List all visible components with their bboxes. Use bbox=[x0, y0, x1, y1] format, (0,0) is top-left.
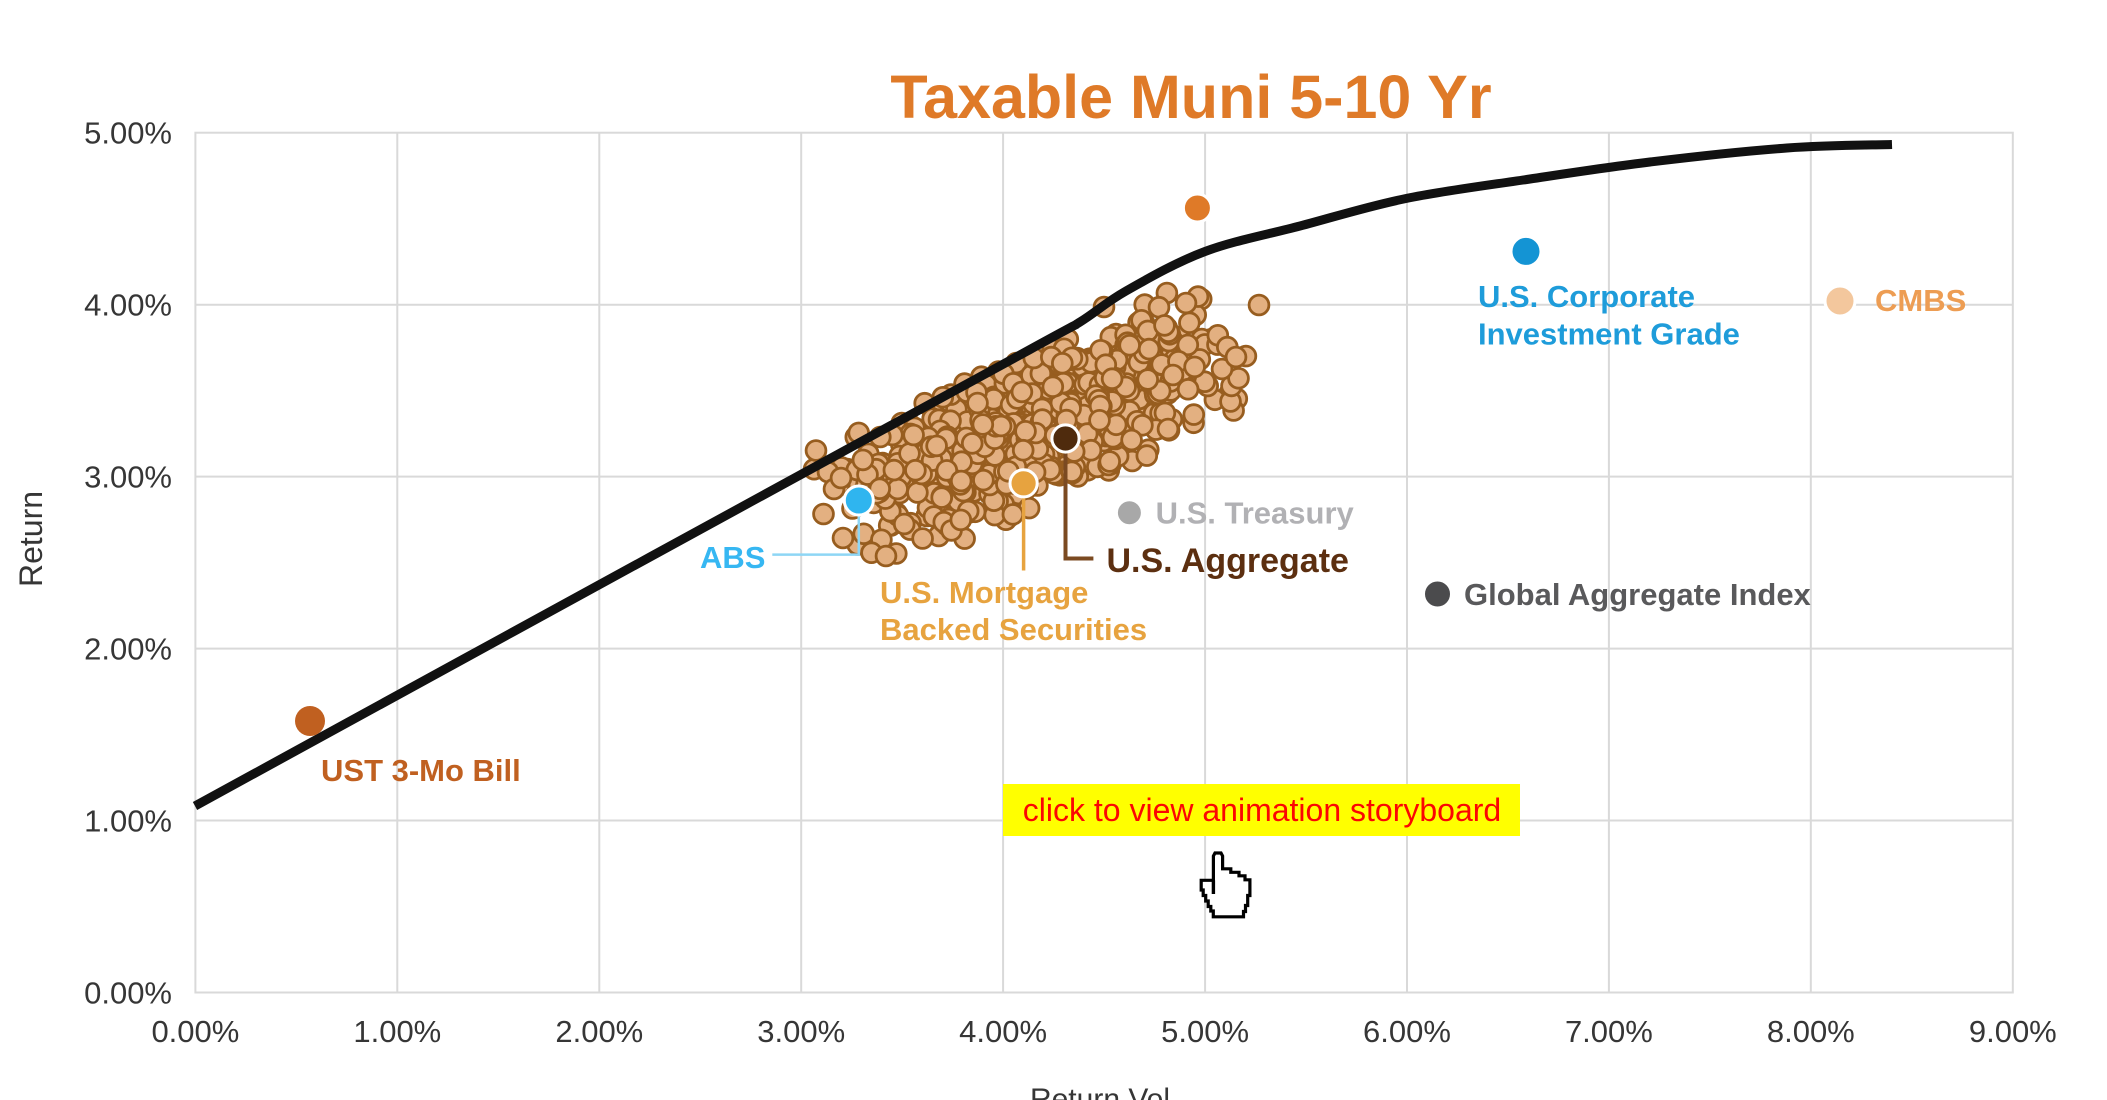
svg-text:4.00%: 4.00% bbox=[84, 288, 172, 323]
svg-text:U.S. Treasury: U.S. Treasury bbox=[1156, 496, 1355, 531]
svg-text:1.00%: 1.00% bbox=[84, 804, 172, 839]
svg-text:Return Vol: Return Vol bbox=[1030, 1083, 1170, 1100]
svg-text:8.00%: 8.00% bbox=[1767, 1014, 1855, 1049]
svg-text:Taxable Muni 5-10 Yr: Taxable Muni 5-10 Yr bbox=[890, 63, 1491, 131]
svg-text:5.00%: 5.00% bbox=[84, 116, 172, 151]
svg-text:9.00%: 9.00% bbox=[1969, 1014, 2057, 1049]
svg-text:5.00%: 5.00% bbox=[1161, 1014, 1249, 1049]
svg-text:Investment Grade: Investment Grade bbox=[1478, 317, 1740, 352]
svg-text:6.00%: 6.00% bbox=[1363, 1014, 1451, 1049]
svg-text:U.S. Corporate: U.S. Corporate bbox=[1478, 279, 1695, 314]
svg-text:3.00%: 3.00% bbox=[757, 1014, 845, 1049]
svg-text:4.00%: 4.00% bbox=[959, 1014, 1047, 1049]
svg-text:2.00%: 2.00% bbox=[84, 632, 172, 667]
svg-text:click to view animation storyb: click to view animation storyboard bbox=[1023, 792, 1501, 828]
svg-text:UST 3-Mo Bill: UST 3-Mo Bill bbox=[321, 753, 521, 788]
svg-text:7.00%: 7.00% bbox=[1565, 1014, 1653, 1049]
svg-text:U.S. Mortgage: U.S. Mortgage bbox=[880, 575, 1088, 610]
svg-text:CMBS: CMBS bbox=[1875, 283, 1966, 318]
svg-text:Global Aggregate Index: Global Aggregate Index bbox=[1464, 577, 1812, 612]
svg-text:0.00%: 0.00% bbox=[84, 976, 172, 1011]
svg-text:2.00%: 2.00% bbox=[555, 1014, 643, 1049]
svg-text:0.00%: 0.00% bbox=[151, 1014, 239, 1049]
svg-text:Return: Return bbox=[13, 491, 49, 587]
svg-text:1.00%: 1.00% bbox=[353, 1014, 441, 1049]
svg-text:ABS: ABS bbox=[700, 540, 765, 575]
svg-text:U.S. Aggregate: U.S. Aggregate bbox=[1107, 542, 1349, 580]
svg-text:3.00%: 3.00% bbox=[84, 460, 172, 495]
svg-text:Backed Securities: Backed Securities bbox=[880, 612, 1147, 647]
